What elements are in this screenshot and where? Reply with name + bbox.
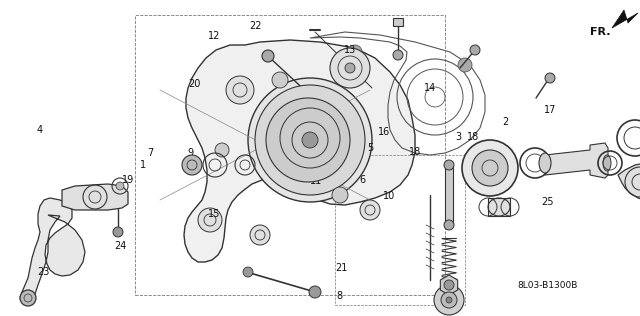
Circle shape — [113, 227, 123, 237]
Circle shape — [215, 143, 229, 157]
Circle shape — [458, 58, 472, 72]
Bar — [445, 165, 453, 225]
Bar — [488, 198, 510, 216]
Text: 18: 18 — [467, 132, 479, 142]
Bar — [393, 18, 403, 26]
Text: 5: 5 — [367, 143, 373, 153]
Text: 25: 25 — [541, 197, 554, 207]
Text: 24: 24 — [114, 241, 126, 251]
Ellipse shape — [539, 153, 551, 173]
Text: 8L03-B1300B: 8L03-B1300B — [518, 282, 578, 290]
Bar — [135, 15, 445, 295]
Circle shape — [434, 285, 464, 315]
Text: 6: 6 — [359, 175, 365, 185]
Polygon shape — [62, 184, 128, 210]
Text: 11: 11 — [310, 176, 322, 186]
Circle shape — [243, 267, 253, 277]
Circle shape — [444, 160, 454, 170]
Circle shape — [20, 290, 36, 306]
Text: 14: 14 — [424, 83, 436, 93]
Text: 1: 1 — [140, 160, 146, 170]
Circle shape — [472, 150, 508, 186]
Circle shape — [360, 200, 380, 220]
Circle shape — [250, 225, 270, 245]
Circle shape — [332, 187, 348, 203]
Polygon shape — [20, 198, 85, 300]
Text: 10: 10 — [383, 191, 395, 201]
Circle shape — [302, 132, 318, 148]
Text: 9: 9 — [187, 148, 193, 158]
Ellipse shape — [603, 155, 611, 171]
Text: FR.: FR. — [589, 27, 611, 37]
Circle shape — [470, 45, 480, 55]
Circle shape — [393, 50, 403, 60]
Circle shape — [182, 155, 202, 175]
Text: 20: 20 — [188, 79, 200, 89]
Circle shape — [345, 63, 355, 73]
Text: 3: 3 — [455, 132, 461, 142]
Polygon shape — [440, 275, 458, 295]
Circle shape — [348, 45, 362, 59]
Circle shape — [309, 286, 321, 298]
Circle shape — [262, 50, 274, 62]
Circle shape — [272, 72, 288, 88]
Polygon shape — [184, 40, 415, 262]
Circle shape — [226, 76, 254, 104]
Text: 22: 22 — [250, 21, 262, 31]
Polygon shape — [545, 143, 608, 178]
Text: 16: 16 — [378, 127, 390, 137]
Text: 19: 19 — [122, 175, 134, 185]
Text: 17: 17 — [544, 105, 556, 115]
Circle shape — [545, 73, 555, 83]
Circle shape — [330, 48, 370, 88]
Circle shape — [198, 208, 222, 232]
Text: 7: 7 — [147, 148, 153, 158]
Text: 23: 23 — [37, 267, 49, 277]
Text: 21: 21 — [335, 263, 347, 273]
Text: 4: 4 — [37, 125, 43, 135]
Circle shape — [446, 297, 452, 303]
Circle shape — [266, 98, 350, 182]
Circle shape — [444, 220, 454, 230]
Polygon shape — [618, 163, 640, 200]
Text: 18: 18 — [409, 147, 421, 157]
Polygon shape — [612, 10, 638, 28]
Text: 13: 13 — [344, 45, 356, 55]
Circle shape — [116, 182, 124, 190]
Text: 12: 12 — [208, 31, 220, 41]
Bar — [335, 155, 465, 305]
Circle shape — [462, 140, 518, 196]
Circle shape — [441, 292, 457, 308]
Text: 2: 2 — [502, 117, 508, 127]
Circle shape — [248, 78, 372, 202]
Text: 8: 8 — [336, 291, 342, 301]
Circle shape — [444, 280, 454, 290]
Circle shape — [255, 85, 365, 195]
Text: 15: 15 — [208, 209, 220, 219]
